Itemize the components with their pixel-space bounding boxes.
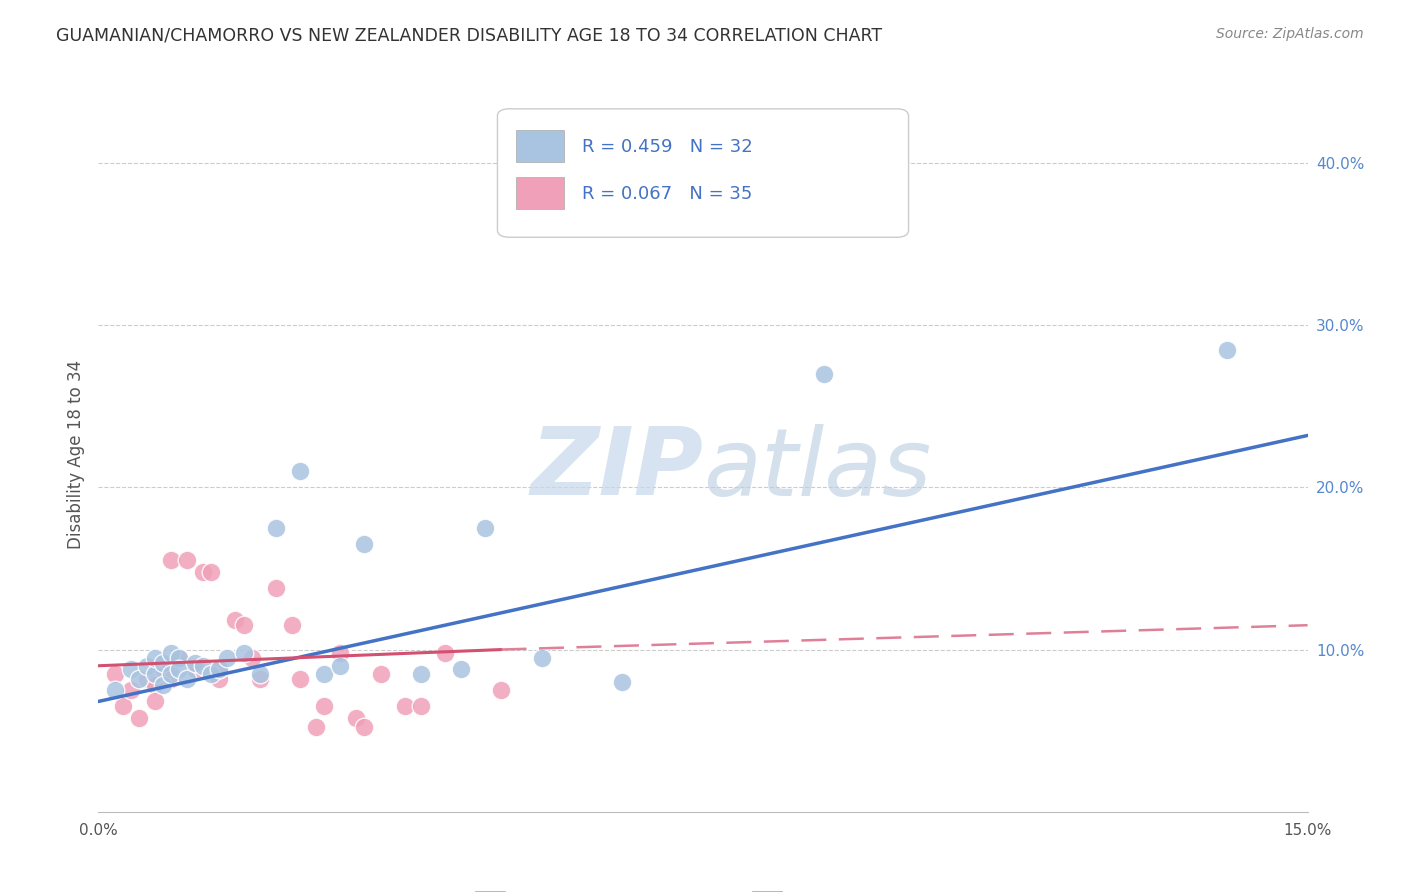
Point [530,650,553,665]
FancyBboxPatch shape [516,177,564,209]
Point [176,553,198,567]
Point [208,662,231,676]
Point [184,662,207,676]
Point [176,672,198,686]
Point [353,537,375,551]
Point [353,720,375,734]
Point [193,565,215,579]
Point [281,618,304,632]
Point [394,699,416,714]
FancyBboxPatch shape [516,130,564,162]
Point [135,672,157,686]
Point [813,367,835,381]
Point [249,672,271,686]
Point [167,662,190,676]
Point [264,521,287,535]
Point [120,662,142,676]
Point [128,672,150,686]
Point [167,650,190,665]
Point [612,675,634,690]
Point [491,683,513,698]
Point [128,711,150,725]
Point [288,672,311,686]
Point [370,666,392,681]
Point [103,683,125,698]
Point [152,656,174,670]
Point [152,656,174,670]
Point [329,646,352,660]
Point [217,650,239,665]
Y-axis label: Disability Age 18 to 34: Disability Age 18 to 34 [66,360,84,549]
Point [193,658,215,673]
Point [160,646,183,660]
Point [103,666,125,681]
Point [143,678,166,692]
Text: GUAMANIAN/CHAMORRO VS NEW ZEALANDER DISABILITY AGE 18 TO 34 CORRELATION CHART: GUAMANIAN/CHAMORRO VS NEW ZEALANDER DISA… [56,27,883,45]
Point [200,565,222,579]
Text: Source: ZipAtlas.com: Source: ZipAtlas.com [1216,27,1364,41]
Point [288,464,311,478]
Text: R = 0.067   N = 35: R = 0.067 N = 35 [582,186,752,203]
Point [208,662,231,676]
Point [314,699,336,714]
Point [474,521,496,535]
Point [160,666,183,681]
Point [434,646,457,660]
Point [143,650,166,665]
Legend: Guamanians/Chamorros, New Zealanders: Guamanians/Chamorros, New Zealanders [468,884,938,892]
Point [160,553,183,567]
Point [240,650,263,665]
Point [152,678,174,692]
Text: ZIP: ZIP [530,423,703,516]
Point [249,666,271,681]
Text: atlas: atlas [703,424,931,515]
Text: R = 0.459   N = 32: R = 0.459 N = 32 [582,137,752,155]
Point [264,581,287,595]
Point [143,666,166,681]
Point [160,672,183,686]
Point [409,666,432,681]
Point [184,656,207,670]
Point [111,699,134,714]
Point [135,658,157,673]
Point [305,720,328,734]
Point [200,666,222,681]
Point [409,699,432,714]
Point [143,694,166,708]
Point [314,666,336,681]
Point [232,646,254,660]
Point [344,711,367,725]
Point [450,662,472,676]
Point [120,683,142,698]
Point [152,662,174,676]
Point [329,658,352,673]
Point [224,613,246,627]
Point [232,618,254,632]
FancyBboxPatch shape [498,109,908,237]
Point [1216,343,1239,357]
Point [208,672,231,686]
Point [167,650,190,665]
